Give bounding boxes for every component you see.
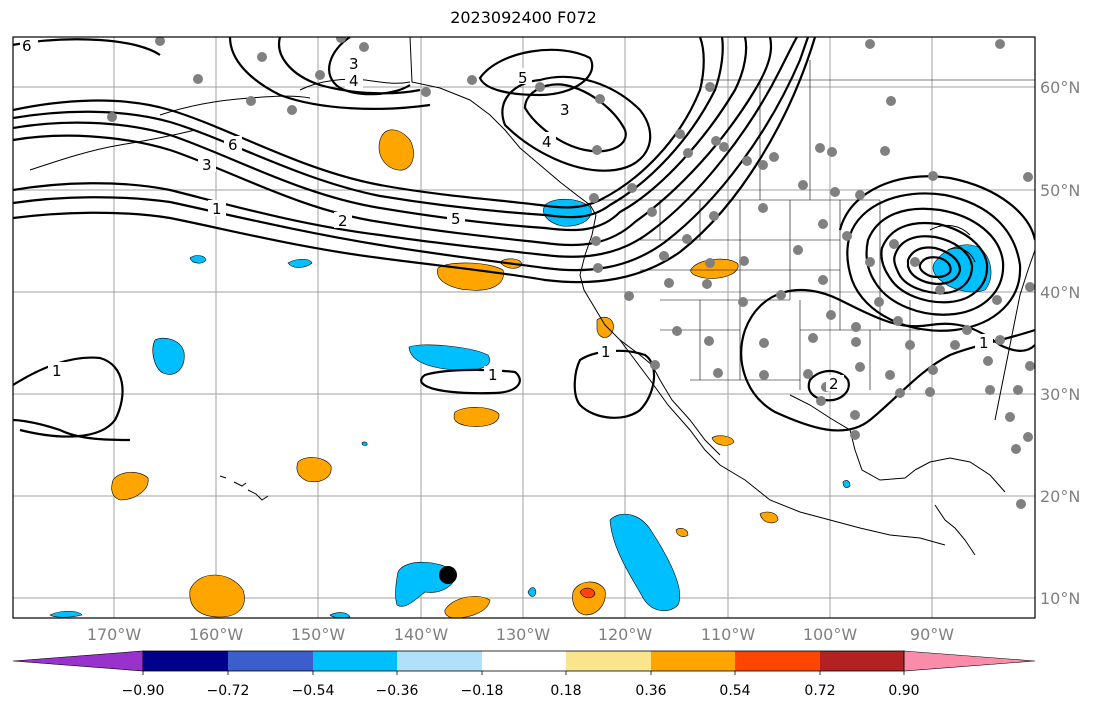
colorbar-segment: [397, 651, 482, 671]
pos-anomaly-patch: [444, 596, 491, 618]
colorbar-tick-label: 0.36: [635, 683, 666, 699]
pos-strong-anomaly-patch: [579, 587, 596, 599]
lon-label: 90°W: [910, 625, 954, 644]
neg-anomaly-patch: [609, 513, 681, 612]
lat-label: 60°N: [1040, 78, 1080, 97]
lon-label: 140°W: [394, 625, 449, 644]
contour-label: 4: [349, 72, 359, 90]
anomaly-fills: [49, 129, 992, 618]
pos-anomaly-patch: [378, 129, 414, 171]
neg-anomaly-patch: [49, 610, 83, 618]
contour-label: 3: [349, 55, 359, 73]
colorbar-tick-label: −0.90: [122, 683, 165, 699]
neg-anomaly-patch: [329, 612, 351, 618]
map-title: 2023092400 F072: [450, 8, 597, 27]
lat-label: 50°N: [1040, 181, 1080, 200]
pos-anomaly-patch: [437, 262, 504, 291]
longitude-labels: 170°W 160°W 150°W 140°W 130°W 120°W 110°…: [87, 625, 954, 644]
pos-anomaly-patch: [111, 471, 149, 501]
pos-anomaly-patch: [675, 528, 689, 537]
colorbar-tick-label: −0.18: [461, 683, 504, 699]
contour-label: 2: [338, 212, 348, 230]
contour-label: 5: [518, 69, 528, 87]
contour-label: 1: [601, 343, 611, 361]
pos-anomaly-patch: [711, 435, 735, 446]
political-borders: [596, 60, 1035, 390]
colorbar: −0.90 −0.72 −0.54 −0.36 −0.18 0.18 0.36 …: [12, 650, 1036, 699]
neg-anomaly-patch: [152, 337, 185, 375]
height-contours: [13, 37, 1035, 442]
colorbar-tick-label: 0.18: [550, 683, 581, 699]
colorbar-tick-label: −0.72: [207, 683, 250, 699]
pos-anomaly-patch: [690, 258, 739, 279]
lat-label: 10°N: [1040, 589, 1080, 608]
neg-anomaly-patch: [932, 244, 992, 293]
station-markers: [107, 37, 1035, 509]
colorbar-segment: [820, 651, 904, 671]
contour-label: 1: [212, 200, 222, 218]
pos-anomaly-patch: [759, 511, 779, 524]
contour-label: 6: [228, 136, 238, 154]
neg-anomaly-patch: [287, 258, 313, 268]
lon-label: 100°W: [803, 625, 858, 644]
lon-label: 160°W: [189, 625, 244, 644]
neg-anomaly-patch: [189, 255, 207, 264]
colorbar-tick-label: 0.72: [804, 683, 835, 699]
pos-anomaly-patch: [572, 581, 606, 616]
lon-label: 170°W: [87, 625, 142, 644]
colorbar-tick-label: −0.54: [292, 683, 335, 699]
pos-anomaly-patch: [596, 317, 614, 338]
pos-anomaly-patch: [189, 574, 245, 618]
lon-label: 110°W: [701, 625, 756, 644]
contour-label: 1: [488, 366, 498, 384]
colorbar-segment: [143, 651, 228, 671]
colorbar-segment: [313, 651, 397, 671]
lon-label: 150°W: [291, 625, 346, 644]
colorbar-tick-label: 0.54: [719, 683, 750, 699]
pos-anomaly-patch: [453, 407, 500, 427]
colorbar-extend-max: [903, 650, 1036, 672]
contour-label: 3: [560, 101, 570, 119]
storm-marker: [439, 566, 457, 584]
latitude-labels: 60°N 50°N 40°N 30°N 20°N 10°N: [1040, 78, 1080, 608]
map-area[interactable]: [13, 37, 1035, 618]
colorbar-segment: [735, 651, 820, 671]
colorbar-extend-min: [12, 650, 144, 672]
colorbar-tick-label: 0.90: [888, 683, 919, 699]
contour-label: 1: [979, 334, 989, 352]
lat-label: 30°N: [1040, 385, 1080, 404]
colorbar-segment: [566, 651, 651, 671]
contour-label: 1: [52, 362, 62, 380]
lon-label: 120°W: [598, 625, 653, 644]
colorbar-segment: [651, 651, 735, 671]
map-frame: [12, 36, 1036, 619]
colorbar-segment: [482, 651, 566, 671]
colorbar-tick-label: −0.36: [376, 683, 419, 699]
contour-labels: 6 3 4 5 3 4 6 3 1 2 5 1 1 1 2 1: [20, 37, 993, 393]
contour-label: 4: [542, 133, 552, 151]
colorbar-segment: [228, 651, 313, 671]
contour-label: 6: [22, 37, 32, 55]
contour-label: 5: [451, 210, 461, 228]
coastlines: [29, 37, 1035, 556]
pos-anomaly-patch: [296, 457, 332, 483]
lat-label: 40°N: [1040, 283, 1080, 302]
neg-anomaly-patch: [408, 344, 490, 371]
neg-anomaly-patch: [842, 480, 851, 488]
lon-label: 130°W: [496, 625, 551, 644]
neg-anomaly-patch: [361, 441, 368, 446]
contour-label: 2: [829, 375, 839, 393]
neg-anomaly-patch: [527, 587, 537, 597]
contour-label: 3: [202, 156, 212, 174]
lat-label: 20°N: [1040, 487, 1080, 506]
